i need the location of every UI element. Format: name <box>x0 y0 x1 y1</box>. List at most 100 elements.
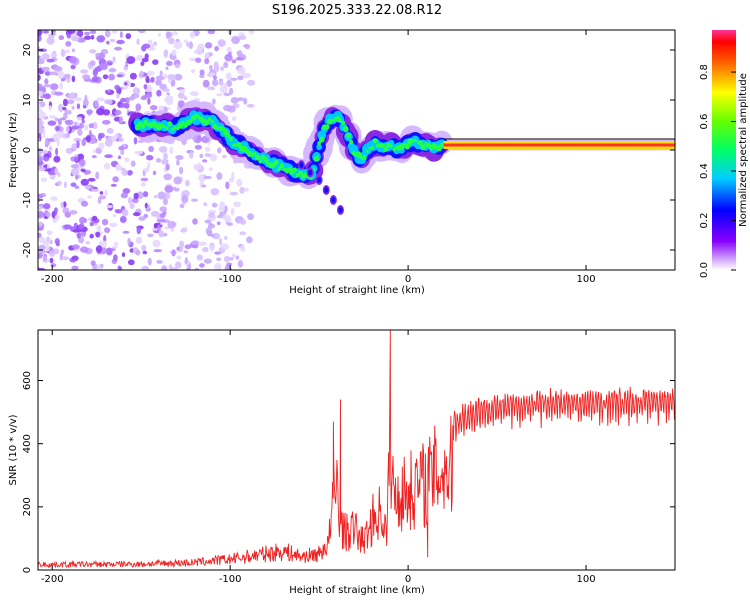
ridge-blob <box>316 144 322 151</box>
noise-speck <box>218 81 224 86</box>
noise-speck <box>219 40 226 46</box>
noise-speck <box>129 72 137 80</box>
ridge-blob <box>420 144 426 151</box>
noise-speck <box>60 48 66 57</box>
noise-speck <box>239 231 247 235</box>
noise-speck <box>111 30 118 34</box>
noise-speck <box>240 245 246 252</box>
noise-speck <box>65 41 72 47</box>
noise-speck <box>180 228 187 233</box>
noise-speck <box>210 153 218 162</box>
noise-speck <box>239 186 245 194</box>
noise-speck <box>220 66 225 71</box>
noise-speck <box>231 116 237 121</box>
noise-speck <box>49 145 53 152</box>
noise-speck <box>176 246 180 251</box>
noise-speck <box>247 79 256 86</box>
noise-speck <box>73 137 82 143</box>
noise-speck <box>80 168 86 173</box>
noise-speck <box>38 244 46 251</box>
noise-speck <box>54 91 64 96</box>
noise-speck <box>231 59 237 64</box>
noise-speck <box>81 119 85 124</box>
y-tick-label: -10 <box>22 192 33 208</box>
noise-speck <box>135 236 143 245</box>
noise-speck <box>202 79 210 88</box>
noise-speck <box>95 52 100 57</box>
noise-speck <box>143 84 148 90</box>
ridge-blob <box>418 140 423 146</box>
ridge-blob <box>317 141 321 146</box>
noise-speck <box>63 112 68 119</box>
noise-speck <box>162 88 170 92</box>
noise-speck <box>171 49 177 56</box>
noise-speck <box>48 105 52 111</box>
noise-speck <box>94 100 99 108</box>
noise-speck <box>65 147 74 154</box>
ridge-blob <box>338 118 343 123</box>
noise-speck <box>199 69 205 76</box>
noise-speck <box>173 176 182 185</box>
noise-speck <box>45 244 50 252</box>
noise-speck <box>158 146 168 153</box>
noise-speck <box>91 76 99 83</box>
noise-speck <box>207 86 216 91</box>
ridge-blob <box>365 149 369 153</box>
ridge-blob <box>314 155 319 162</box>
noise-speck <box>98 142 105 150</box>
noise-speck <box>118 146 125 151</box>
x-tick-label: 100 <box>576 574 595 585</box>
noise-speck <box>70 164 79 169</box>
snr-x-label: Height of straight line (km) <box>289 585 425 596</box>
noise-speck <box>102 74 109 80</box>
noise-speck <box>163 173 173 181</box>
noise-speck <box>119 31 123 38</box>
noise-speck <box>229 191 239 196</box>
x-tick-label: -200 <box>41 574 64 585</box>
noise-speck <box>80 246 89 253</box>
y-tick-label: 20 <box>22 44 33 57</box>
noise-speck <box>195 57 202 63</box>
noise-speck <box>57 172 61 177</box>
y-tick-label: 200 <box>22 497 33 516</box>
noise-speck <box>124 157 130 163</box>
noise-speck <box>99 191 104 195</box>
ridge-blob <box>324 124 330 130</box>
noise-speck <box>159 83 167 90</box>
noise-speck <box>103 99 113 105</box>
noise-speck <box>46 58 55 63</box>
noise-speck <box>47 120 57 126</box>
noise-speck <box>230 77 238 81</box>
noise-speck <box>213 64 220 73</box>
noise-speck <box>69 210 78 215</box>
noise-speck <box>196 254 203 261</box>
noise-speck <box>189 31 195 39</box>
noise-speck <box>38 221 43 227</box>
noise-speck <box>43 203 51 210</box>
ridge-blob <box>162 125 166 129</box>
colorbar-tick-label: 0.2 <box>699 213 710 229</box>
noise-speck <box>173 41 183 49</box>
noise-speck <box>61 256 70 261</box>
noise-speck <box>45 211 51 218</box>
noise-speck <box>128 96 136 101</box>
noise-speck <box>156 89 162 97</box>
tone-core <box>443 143 675 147</box>
noise-speck <box>199 153 204 159</box>
colorbar-label: Normalized spectral amplitude <box>738 73 749 227</box>
ridge-blob <box>319 136 325 143</box>
ridge-blob <box>413 138 417 143</box>
noise-speck <box>166 60 173 67</box>
noise-speck <box>77 128 83 136</box>
noise-speck <box>133 212 141 217</box>
noise-speck <box>173 73 183 81</box>
noise-speck <box>104 30 111 38</box>
noise-speck <box>240 219 247 225</box>
noise-speck <box>90 34 95 40</box>
noise-speck <box>120 192 128 199</box>
noise-speck <box>70 36 80 42</box>
noise-speck <box>85 241 91 245</box>
noise-speck <box>211 202 218 208</box>
noise-speck <box>100 263 104 268</box>
noise-speck <box>138 30 146 34</box>
